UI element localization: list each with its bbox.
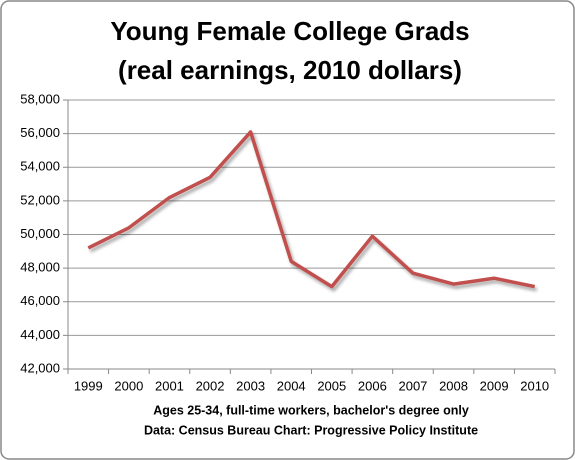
x-tick-label: 2009 (480, 378, 509, 393)
y-tick-label: 58,000 (20, 91, 60, 106)
chart-subtitle: (real earnings, 2010 dollars) (118, 55, 462, 85)
y-tick-label: 54,000 (20, 159, 60, 174)
y-tick-label: 46,000 (20, 293, 60, 308)
y-tick-label: 44,000 (20, 327, 60, 342)
footnote: Ages 25-34, full-time workers, bachelor'… (153, 403, 469, 417)
x-tick-label: 2008 (439, 378, 468, 393)
data-line (87, 130, 536, 289)
y-tick-label: 52,000 (20, 192, 60, 207)
y-tick-label: 56,000 (20, 125, 60, 140)
chart-title: Young Female College Grads (110, 16, 469, 46)
x-tick-label: 2001 (155, 378, 184, 393)
x-tick-label: 1999 (74, 378, 103, 393)
x-tick-label: 2004 (277, 378, 306, 393)
x-tick-label: 2006 (358, 378, 387, 393)
y-tick-label: 50,000 (20, 226, 60, 241)
x-tick-label: 2000 (114, 378, 143, 393)
footnote: Data: Census Bureau Chart: Progressive P… (144, 423, 478, 437)
x-tick-label: 2002 (196, 378, 225, 393)
x-tick-label: 2005 (317, 378, 346, 393)
x-tick-label: 2003 (236, 378, 265, 393)
x-tick-label: 2007 (398, 378, 427, 393)
x-tick-label: 2010 (520, 378, 549, 393)
y-tick-label: 42,000 (20, 360, 60, 375)
y-tick-label: 48,000 (20, 260, 60, 275)
